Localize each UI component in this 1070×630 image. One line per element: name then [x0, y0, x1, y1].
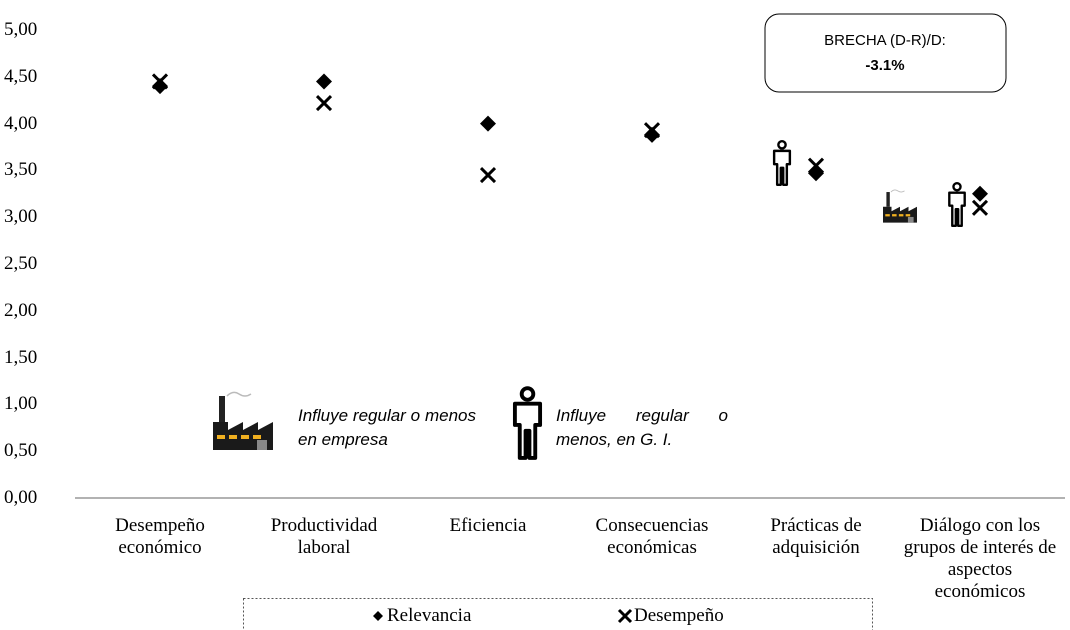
person-icon: [772, 140, 792, 186]
performance-marker: [315, 94, 333, 112]
y-tick-label: 0,00: [4, 487, 38, 508]
relevance-marker: [152, 78, 168, 95]
gap-value: -3.1%: [865, 57, 905, 74]
company-note: Influye regular o menos en empresa: [298, 406, 476, 449]
performance-marker: [479, 167, 497, 184]
x-tick-label: Consecuencias económicas: [595, 515, 709, 558]
person-icon: [947, 182, 967, 227]
relevance-marker: [480, 115, 496, 132]
gap-box: [764, 13, 1007, 93]
performance-marker: [807, 157, 825, 174]
factory-icon: [213, 391, 273, 451]
legend-marker: [373, 611, 383, 621]
legend-marker: [617, 608, 633, 624]
x-tick-label: Prácticas de adquisición: [770, 515, 862, 558]
x-tick-label: Desempeño económico: [115, 515, 205, 558]
y-tick-label: 2,50: [4, 253, 38, 274]
y-tick-label: 3,50: [4, 159, 38, 181]
x-tick-label: Productividad laboral: [270, 515, 378, 558]
y-tick-label: 0,50: [4, 440, 38, 462]
y-tick-label: 3,00: [4, 206, 38, 228]
y-tick-label: 5,00: [4, 19, 38, 40]
y-tick-label: 1,50: [4, 346, 38, 368]
factory-icon: [883, 189, 917, 224]
person-icon: [512, 386, 543, 460]
stakeholder-note: Influye regular o menos, en G. I.: [556, 406, 728, 449]
x-tick-label: Eficiencia: [449, 515, 527, 536]
y-tick-label: 2,00: [4, 299, 38, 321]
legend-label: Desempeño: [634, 605, 724, 626]
relevance-marker: [972, 185, 988, 202]
legend-label: Relevancia: [387, 605, 472, 626]
gap-title: BRECHA (D-R)/D:: [824, 32, 946, 49]
performance-marker: [151, 73, 169, 90]
y-tick-label: 4,50: [4, 65, 38, 87]
legend-box: [243, 598, 873, 630]
performance-marker: [971, 199, 989, 216]
performance-marker: [643, 122, 661, 139]
x-tick-label: Diálogo con los grupos de interés de asp…: [903, 515, 1057, 602]
y-tick-label: 1,00: [4, 393, 38, 415]
relevance-marker: [316, 73, 332, 90]
relevance-marker: [644, 126, 660, 143]
y-tick-label: 4,00: [4, 112, 38, 134]
